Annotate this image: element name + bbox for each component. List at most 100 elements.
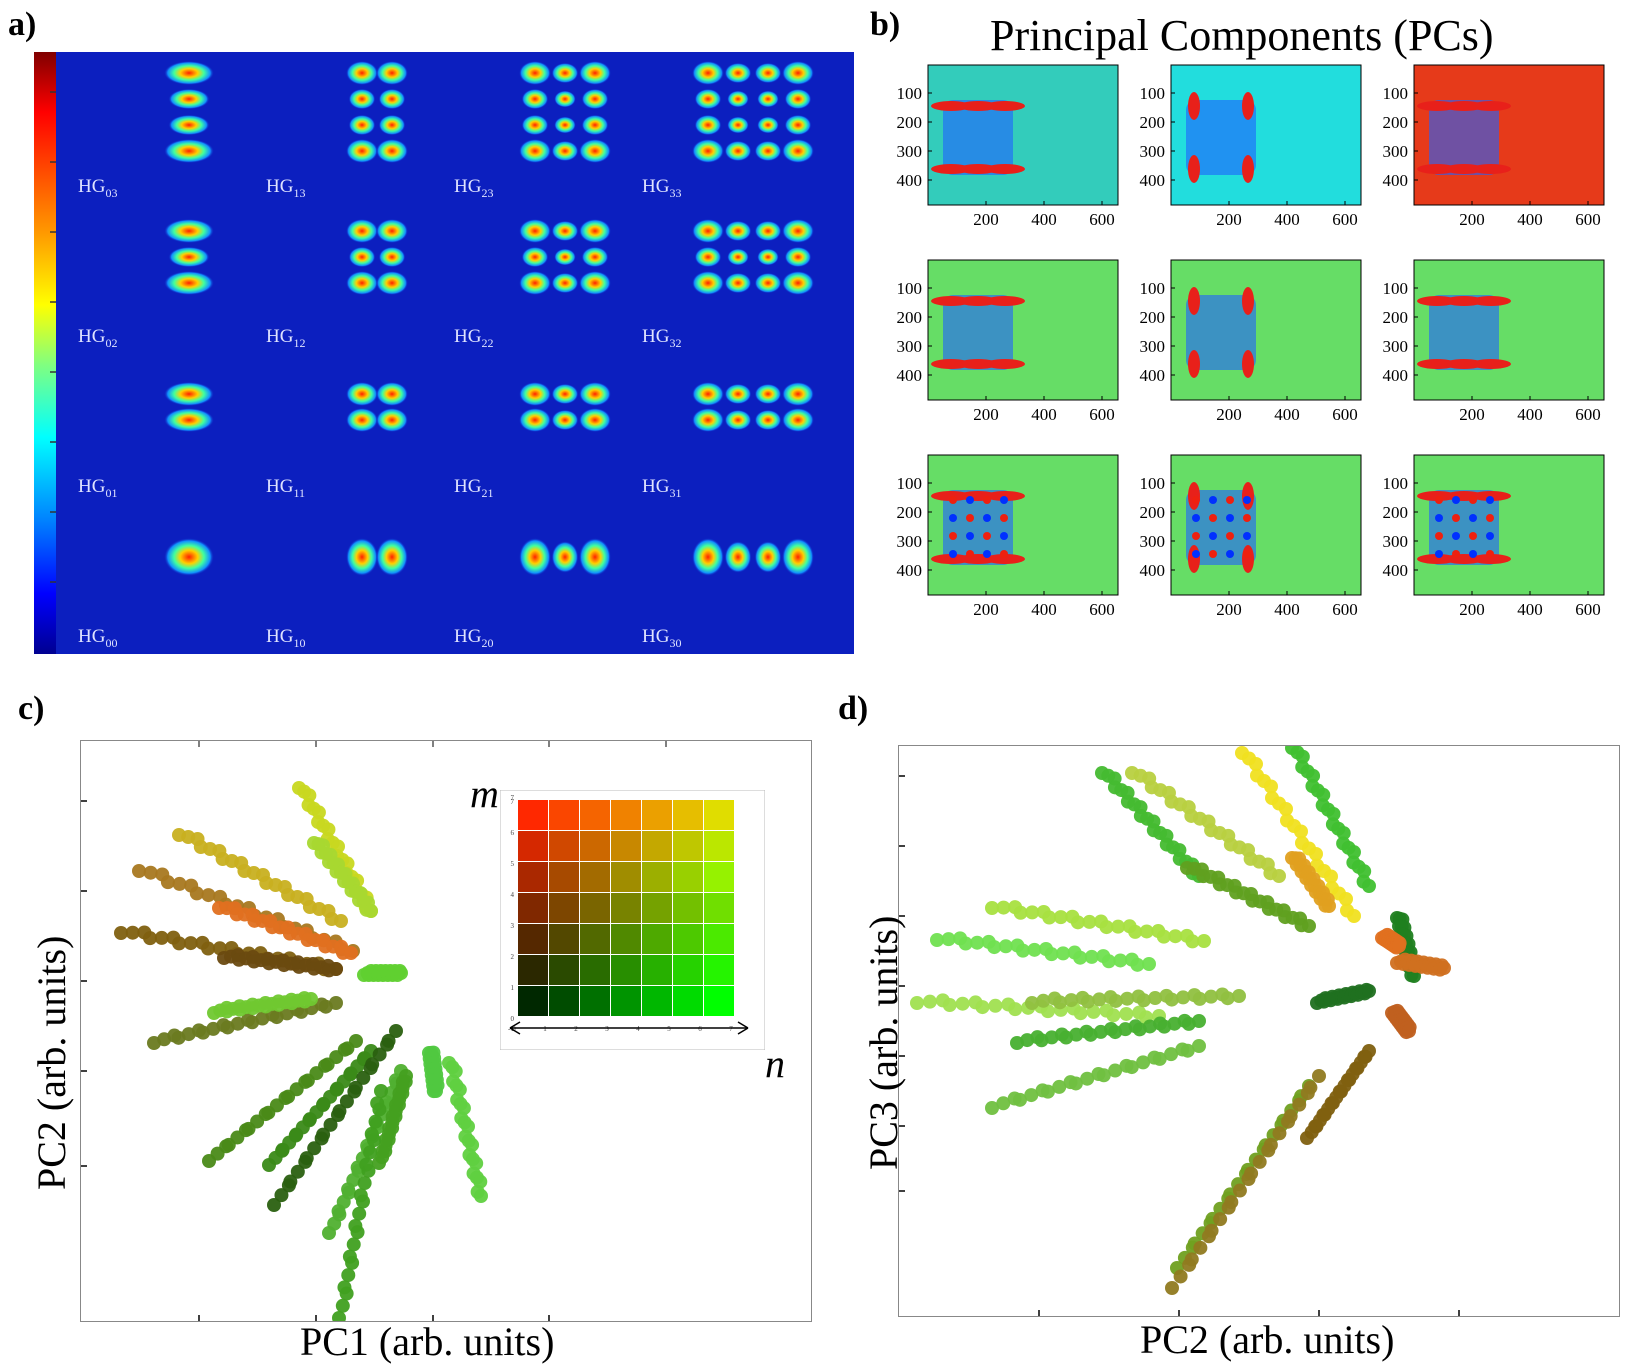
hg-mode-cell: HG33 — [642, 61, 814, 200]
data-point — [985, 1101, 999, 1115]
color-cell — [704, 924, 734, 954]
data-point — [987, 940, 1002, 955]
data-cluster — [442, 1056, 488, 1203]
mode-lobe — [692, 139, 724, 163]
color-cell — [611, 800, 641, 830]
data-point — [114, 926, 128, 940]
pc-x-tick: 200 — [1216, 210, 1242, 229]
mode-lobe — [554, 248, 576, 266]
hg-mode-label: HG21 — [454, 476, 493, 500]
pc-x-tick: 600 — [1575, 405, 1601, 424]
data-point — [1168, 929, 1183, 944]
color-cell — [704, 831, 734, 861]
data-point — [1306, 768, 1321, 783]
hg-mode-label: HG03 — [78, 176, 117, 200]
mode-lobe — [782, 408, 814, 432]
mode-lobe — [579, 271, 611, 295]
data-point — [1264, 779, 1278, 794]
data-point — [365, 1057, 380, 1072]
pc-y-tick: 100 — [1140, 474, 1166, 493]
pc-y-tick: 400 — [897, 366, 923, 385]
mode-lobe — [554, 116, 576, 134]
data-point — [1053, 910, 1068, 925]
inset-y-tick: 6 — [511, 829, 515, 837]
pc-y-tick: 400 — [1140, 561, 1166, 580]
data-point — [394, 966, 408, 980]
data-cluster — [217, 948, 343, 978]
color-cell — [673, 862, 703, 892]
data-point — [183, 936, 198, 951]
data-point — [1220, 991, 1235, 1006]
pc-y-tick: 200 — [1140, 308, 1166, 327]
hg-mode-label: HG11 — [266, 476, 305, 500]
data-cluster — [1125, 766, 1286, 883]
panel-d-scatter — [899, 746, 1460, 1316]
data-point — [1283, 1109, 1298, 1124]
mode-lobe — [724, 541, 752, 573]
colorbar — [34, 52, 56, 654]
mode-lobe — [784, 114, 812, 136]
data-point — [154, 930, 169, 945]
data-point — [1084, 949, 1099, 964]
mode-lobe — [164, 219, 214, 243]
data-point — [1152, 1051, 1167, 1066]
mode-lobe — [519, 61, 551, 85]
pc-y-tick: 100 — [1383, 84, 1409, 103]
mode-lobe — [168, 114, 210, 136]
pc-x-tick: 400 — [1517, 210, 1543, 229]
panel-c-ylabel: PC2 (arb. units) — [29, 935, 74, 1190]
data-point — [1073, 1006, 1088, 1021]
inset-x-tick: 1 — [543, 1025, 547, 1033]
data-point — [1142, 957, 1156, 971]
pc-title: Principal Components (PCs) — [990, 11, 1494, 60]
hg-mode-cell: HG23 — [454, 61, 611, 200]
data-point — [1402, 1024, 1416, 1038]
color-cell — [580, 986, 610, 1016]
data-point — [1279, 802, 1293, 816]
pc-x-tick: 600 — [1332, 600, 1358, 619]
mode-lobe — [551, 140, 579, 162]
inset-y-tick: 3 — [511, 922, 515, 930]
data-point — [332, 1104, 347, 1119]
data-point — [1136, 1055, 1151, 1070]
mode-lobe — [376, 408, 408, 432]
data-point — [353, 1188, 368, 1203]
data-point — [337, 1280, 352, 1295]
mode-lobe — [581, 88, 609, 110]
pc-pattern — [1417, 295, 1511, 370]
hg-mode-cell: HG21 — [454, 382, 611, 500]
pc-pattern — [1186, 287, 1256, 378]
data-point — [998, 939, 1013, 954]
pc-y-tick: 100 — [1383, 474, 1409, 493]
color-cell — [704, 862, 734, 892]
data-point — [1068, 1076, 1083, 1091]
pc-y-tick: 100 — [897, 84, 923, 103]
mode-lobe — [579, 538, 611, 576]
data-point — [1173, 1269, 1188, 1284]
mode-lobe — [757, 248, 779, 266]
data-point — [381, 1033, 396, 1048]
data-point — [1096, 1068, 1111, 1083]
mode-lobe — [519, 139, 551, 163]
pc-x-tick: 200 — [1459, 405, 1485, 424]
hg-mode-cell: HG13 — [266, 61, 408, 200]
mode-lobe — [579, 139, 611, 163]
mode-lobe — [164, 382, 214, 406]
mode-lobe — [754, 541, 782, 573]
mode-lobe — [579, 61, 611, 85]
mode-lobe — [348, 246, 376, 268]
data-point — [1362, 984, 1376, 998]
data-point — [1336, 826, 1351, 841]
pc-x-tick: 600 — [1089, 405, 1115, 424]
color-cell — [611, 831, 641, 861]
data-cluster — [985, 900, 1211, 949]
hg-mode-cell: HG31 — [642, 382, 814, 500]
data-point — [364, 1126, 379, 1141]
mode-lobe — [727, 248, 749, 266]
mode-lobe — [782, 271, 814, 295]
pc-y-tick: 400 — [897, 171, 923, 190]
pc-y-tick: 200 — [1383, 308, 1409, 327]
color-cell — [549, 986, 579, 1016]
pc-x-tick: 200 — [973, 210, 999, 229]
color-cell — [580, 862, 610, 892]
